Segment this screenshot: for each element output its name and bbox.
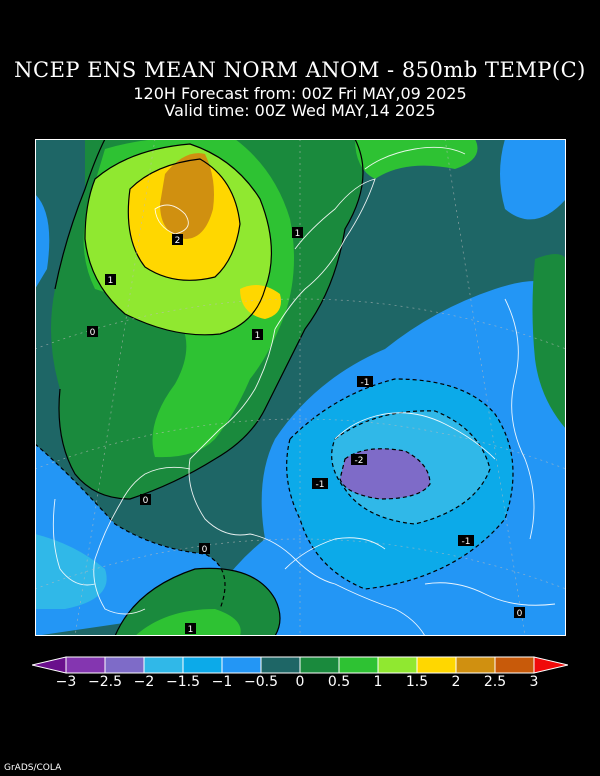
map-title: NCEP ENS MEAN NORM ANOM - 850mb TEMP(C) [14, 58, 586, 82]
field-green-east [532, 254, 566, 429]
colorbar-tick-label: 0.5 [327, 674, 351, 690]
contour-label-0-southwest: 0 [202, 545, 208, 555]
colorbar-swatch [455, 656, 496, 674]
colorbar-tick-label: 3 [529, 674, 539, 690]
colorbar-tick-label: −1.5 [166, 674, 200, 690]
contour-label-0-southeast: 0 [517, 609, 523, 619]
colorbar-swatch [221, 656, 262, 674]
colorbar-tick-label: 2 [451, 674, 461, 690]
valid-time: Valid time: 00Z Wed MAY,14 2025 [164, 101, 436, 120]
contour-label-0-west: 0 [90, 328, 96, 338]
coastlines [52, 146, 556, 636]
contour-label-0-south: 0 [143, 496, 149, 506]
contour-label-minus2: -2 [355, 456, 364, 466]
field-green-north [355, 139, 478, 179]
contour-label-1-center: 1 [255, 331, 261, 341]
colorbar-swatch [377, 656, 418, 674]
contour-label-1-west: 1 [108, 276, 114, 286]
contour-label-2: 2 [175, 236, 181, 246]
colorbar-tick-label: −2 [133, 674, 155, 690]
colorbar-swatch [65, 656, 106, 674]
colorbar-tick-label: −1 [211, 674, 233, 690]
colorbar-swatch [260, 656, 301, 674]
colorbar-arrow-low [32, 656, 67, 674]
colorbar-tick-label: 0 [295, 674, 305, 690]
field-lightblue-southwest [35, 534, 107, 609]
colorbar-tick-label: −0.5 [244, 674, 278, 690]
colorbar-tick-label: 1 [373, 674, 383, 690]
field-orange [160, 153, 214, 239]
credit-label: GrADS/COLA [4, 763, 62, 773]
anomaly-map: 2 1 1 0 0 0 -1 -1 -1 -2 1 1 0 [35, 139, 566, 636]
contour-label-1-south: 1 [188, 625, 194, 635]
colorbar-swatch [494, 656, 535, 674]
forecast-time: 120H Forecast from: 00Z Fri MAY,09 2025 [133, 84, 467, 103]
field-green-south [115, 568, 280, 636]
field-blue-northeast [500, 139, 566, 220]
colorbar [32, 656, 568, 674]
colorbar-swatch [338, 656, 379, 674]
colorbar-swatch [416, 656, 457, 674]
contour-label-group: 2 1 1 0 0 0 -1 -1 -1 -2 1 1 0 [87, 227, 525, 635]
colorbar-tick-label: 1.5 [405, 674, 429, 690]
contour-lines [35, 139, 514, 636]
map-frame [35, 139, 566, 636]
graticule [35, 139, 566, 636]
field-brightgreen-south [135, 609, 241, 636]
colorbar-swatch [143, 656, 184, 674]
contour-label-minus1-north: -1 [361, 378, 370, 388]
contour-label-minus1-west: -1 [316, 480, 325, 490]
colorbar-arrow-high [533, 656, 568, 674]
field-blue-west [35, 194, 50, 289]
colorbar-tick-label: −2.5 [88, 674, 122, 690]
colorbar-swatch [104, 656, 145, 674]
colorbar-swatch [299, 656, 340, 674]
colorbar-swatch [182, 656, 223, 674]
contour-label-1-north: 1 [295, 229, 301, 239]
contour-label-minus1-east: -1 [462, 537, 471, 547]
colorbar-tick-label: −3 [55, 674, 77, 690]
colorbar-tick-label: 2.5 [483, 674, 507, 690]
